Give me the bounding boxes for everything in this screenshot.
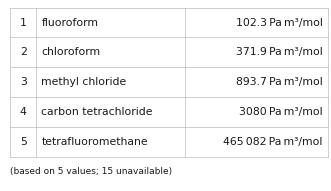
Text: tetrafluoromethane: tetrafluoromethane — [41, 137, 148, 147]
Text: 371.9 Pa m³/mol: 371.9 Pa m³/mol — [236, 47, 323, 57]
Text: 893.7 Pa m³/mol: 893.7 Pa m³/mol — [236, 77, 323, 87]
Text: 3: 3 — [20, 77, 26, 87]
Text: 465 082 Pa m³/mol: 465 082 Pa m³/mol — [223, 137, 323, 147]
Text: 1: 1 — [20, 18, 26, 28]
Text: 2: 2 — [20, 47, 26, 57]
Text: 102.3 Pa m³/mol: 102.3 Pa m³/mol — [236, 18, 323, 28]
Text: chloroform: chloroform — [41, 47, 101, 57]
Text: methyl chloride: methyl chloride — [41, 77, 127, 87]
Text: 3080 Pa m³/mol: 3080 Pa m³/mol — [239, 107, 323, 117]
Text: fluoroform: fluoroform — [41, 18, 98, 28]
Text: (based on 5 values; 15 unavailable): (based on 5 values; 15 unavailable) — [10, 167, 172, 176]
Text: 5: 5 — [20, 137, 26, 147]
Text: 4: 4 — [20, 107, 26, 117]
Text: carbon tetrachloride: carbon tetrachloride — [41, 107, 153, 117]
